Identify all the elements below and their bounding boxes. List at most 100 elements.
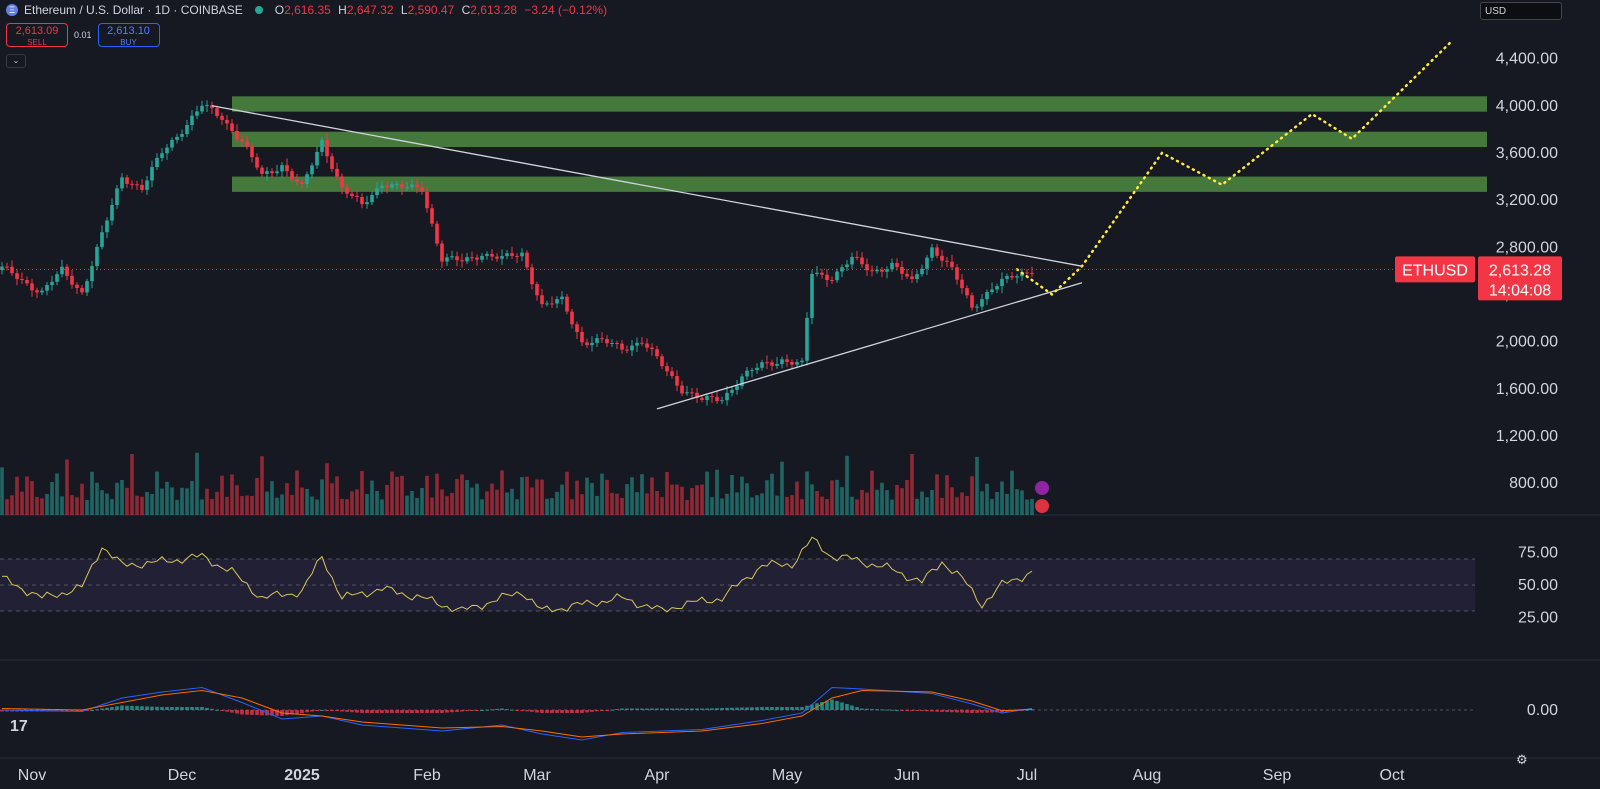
candle-body [655, 349, 659, 357]
candle-body [310, 165, 314, 175]
volume-bar [150, 493, 154, 515]
candle-body [375, 188, 379, 196]
volume-bar [575, 480, 579, 515]
candle-body [935, 247, 939, 256]
candle-body [860, 257, 864, 265]
resistance-zone [232, 96, 1487, 112]
tradingview-logo-icon[interactable]: 17 [10, 718, 28, 735]
volume-bar [1030, 498, 1034, 515]
volume-bar [555, 491, 559, 515]
candle-body [295, 179, 299, 182]
volume-bar [850, 496, 854, 515]
macd-signal-line [1, 689, 1033, 738]
collapse-chevron-icon[interactable]: ⌄ [6, 54, 26, 68]
price-tick-label: 3,600.00 [1496, 145, 1558, 162]
volume-bar [165, 481, 169, 515]
volume-bar [25, 476, 29, 515]
volume-bar [870, 470, 874, 515]
buy-button[interactable]: 2,613.10 BUY [97, 23, 160, 47]
candle-body [270, 171, 274, 174]
candle-body [990, 289, 994, 293]
volume-bar [915, 498, 919, 515]
volume-bar [175, 499, 179, 515]
candle-body [315, 151, 319, 166]
volume-bar [390, 471, 394, 515]
volume-bar [530, 487, 534, 515]
candle-body [505, 253, 509, 257]
volume-bar [360, 470, 364, 515]
candle-body [430, 208, 434, 224]
sell-button[interactable]: 2,613.09 SELL [6, 23, 68, 47]
candle-body [120, 177, 124, 189]
macd-histogram-bar [420, 710, 424, 713]
macd-histogram-bar [345, 710, 349, 712]
last-price-value: 2,613.28 [1489, 262, 1551, 279]
macd-histogram-bar [895, 710, 899, 711]
macd-histogram-bar [635, 708, 639, 710]
macd-histogram-bar [415, 710, 419, 713]
candle-body [940, 255, 944, 261]
candle-body [920, 268, 924, 275]
volume-bar [815, 491, 819, 515]
time-tick-label: Sep [1263, 767, 1292, 784]
volume-bar [405, 495, 409, 515]
candle-body [5, 266, 9, 268]
macd-histogram-bar [80, 710, 84, 712]
macd-histogram-bar [735, 707, 739, 710]
volume-bar [105, 493, 109, 515]
candle-body [850, 256, 854, 265]
candle-body [950, 261, 954, 268]
candle-body [855, 256, 859, 258]
candle-body [625, 349, 629, 351]
volume-bar [365, 493, 369, 515]
volume-bar [765, 480, 769, 515]
volume-bar [975, 456, 979, 515]
volume-bar [290, 494, 294, 515]
macd-tick-label: 0.00 [1527, 702, 1558, 719]
volume-bar [40, 498, 44, 515]
macd-histogram-bar [795, 707, 799, 710]
candle-body [1000, 278, 1004, 287]
candle-body [145, 180, 149, 190]
volume-bar [465, 479, 469, 515]
candle-body [745, 370, 749, 377]
macd-histogram-bar [510, 709, 514, 711]
volume-bar [700, 484, 704, 515]
candle-body [285, 165, 289, 172]
macd-histogram-bar [395, 710, 399, 713]
symbol-title[interactable]: Ethereum / U.S. Dollar · 1D · COINBASE [24, 3, 243, 17]
candle-body [265, 171, 269, 174]
volume-bar [1010, 470, 1014, 515]
candle-body [90, 266, 94, 282]
volume-bar [440, 489, 444, 515]
candle-body [885, 269, 889, 272]
event-lightning-icon [1035, 481, 1049, 495]
macd-histogram-bar [690, 708, 694, 710]
candle-body [525, 252, 529, 268]
volume-bar [425, 475, 429, 515]
macd-histogram-bar [725, 707, 729, 710]
candle-body [640, 342, 644, 344]
macd-histogram-bar [300, 710, 304, 713]
macd-histogram-bar [140, 706, 144, 710]
candle-body [970, 295, 974, 308]
macd-histogram-bar [180, 707, 184, 710]
macd-histogram-bar [320, 710, 324, 711]
volume-bar [420, 488, 424, 515]
candle-body [785, 359, 789, 362]
volume-bar [445, 496, 449, 515]
macd-histogram-bar [225, 710, 229, 712]
macd-histogram-bar [580, 710, 584, 713]
currency-selector[interactable]: USD [1480, 2, 1562, 20]
candle-body [980, 299, 984, 307]
macd-histogram-bar [650, 708, 654, 710]
candle-body [870, 270, 874, 272]
candle-body [540, 295, 544, 305]
settings-gear-icon[interactable]: ⚙ [1516, 752, 1528, 767]
volume-bar [565, 471, 569, 515]
volume-bar [295, 470, 299, 515]
macd-histogram-bar [385, 710, 389, 713]
candle-body [365, 202, 369, 205]
volume-bar [930, 489, 934, 515]
